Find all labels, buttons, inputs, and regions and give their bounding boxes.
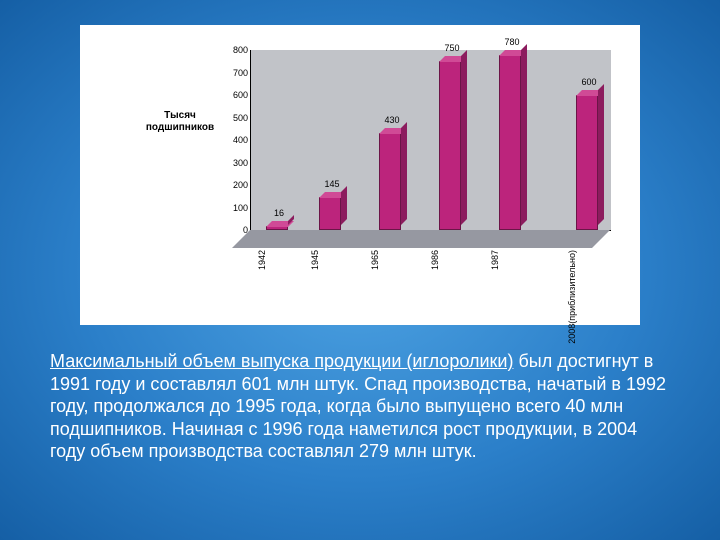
chart-panel: Тысяч подшипников 0 100 200 300 400 500 600 700…	[80, 25, 640, 325]
y-tick: 500	[233, 113, 248, 123]
y-tick: 600	[233, 90, 248, 100]
bar	[499, 55, 521, 231]
bar	[379, 133, 401, 230]
bar-value-label: 145	[324, 179, 339, 189]
y-tick: 200	[233, 180, 248, 190]
bar	[439, 61, 461, 230]
body-text-content: Максимальный объем выпуска продукции (иг…	[50, 351, 513, 371]
bar-side	[521, 44, 527, 226]
y-tick: 400	[233, 135, 248, 145]
x-tick: 2008(приблизительно)	[567, 250, 577, 344]
chart-floor	[232, 230, 610, 248]
chart-plot-area	[250, 50, 611, 231]
bar-value-label: 16	[274, 208, 284, 218]
x-tick: 1987	[490, 250, 500, 270]
bar-value-label: 780	[504, 37, 519, 47]
x-tick: 1986	[430, 250, 440, 270]
y-tick: 700	[233, 68, 248, 78]
y-tick: 0	[243, 225, 248, 235]
y-tick: 300	[233, 158, 248, 168]
bar-value-label: 600	[581, 77, 596, 87]
y-tick: 800	[233, 45, 248, 55]
y-tick: 100	[233, 203, 248, 213]
x-tick: 1942	[257, 250, 267, 270]
bar-value-label: 750	[444, 43, 459, 53]
bar	[319, 197, 341, 230]
body-text: Максимальный объем выпуска продукции (иг…	[50, 350, 670, 463]
bar-value-label: 430	[384, 115, 399, 125]
bar-side	[461, 50, 467, 225]
slide: Тысяч подшипников 0 100 200 300 400 500 600 700…	[0, 0, 720, 540]
bar-side	[401, 122, 407, 225]
bar-side	[598, 84, 604, 225]
x-tick: 1965	[370, 250, 380, 270]
bar	[576, 95, 598, 230]
bar-side	[341, 186, 347, 225]
y-axis-label: Тысяч подшипников	[140, 110, 220, 134]
x-tick: 1945	[310, 250, 320, 270]
